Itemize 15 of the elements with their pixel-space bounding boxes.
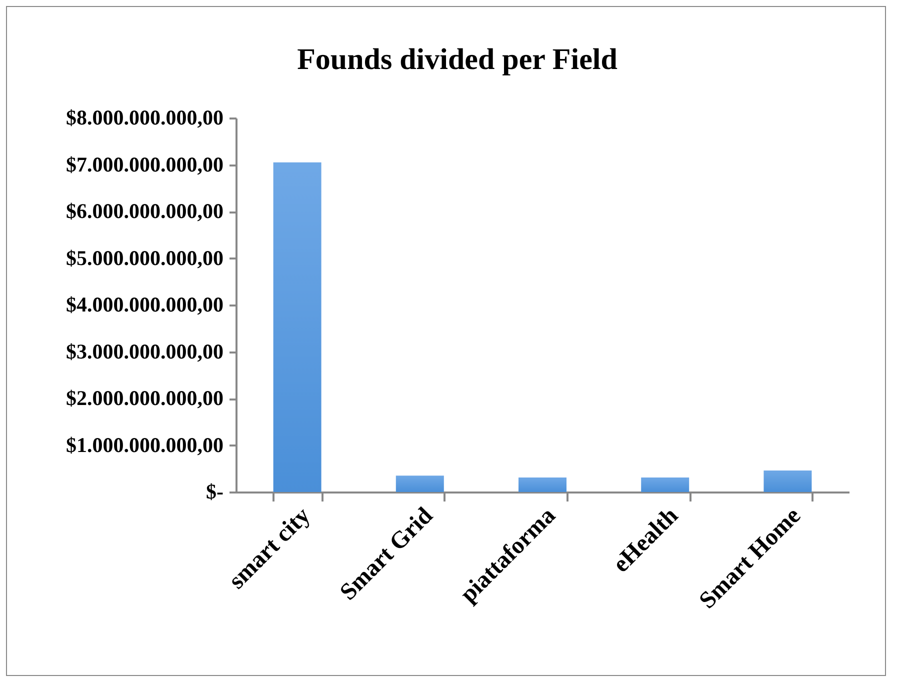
y-tick-label: $6.000.000.000,00 bbox=[66, 199, 224, 223]
chart-title: Founds divided per Field bbox=[297, 43, 618, 76]
y-tick-label: $- bbox=[206, 480, 224, 504]
y-tick-label: $8.000.000.000,00 bbox=[66, 106, 224, 130]
y-tick-label: $1.000.000.000,00 bbox=[66, 432, 224, 457]
y-tick-label: $5.000.000.000,00 bbox=[66, 246, 224, 270]
bar bbox=[764, 470, 812, 492]
y-tick-label: $4.000.000.000,00 bbox=[66, 292, 224, 316]
bar bbox=[518, 478, 566, 492]
bar bbox=[273, 162, 322, 492]
bar bbox=[641, 478, 690, 492]
bar bbox=[396, 476, 444, 492]
y-tick-label: $2.000.000.000,00 bbox=[66, 386, 224, 410]
y-tick-label: $3.000.000.000,00 bbox=[66, 339, 224, 364]
y-tick-label: $7.000.000.000,00 bbox=[66, 152, 224, 176]
